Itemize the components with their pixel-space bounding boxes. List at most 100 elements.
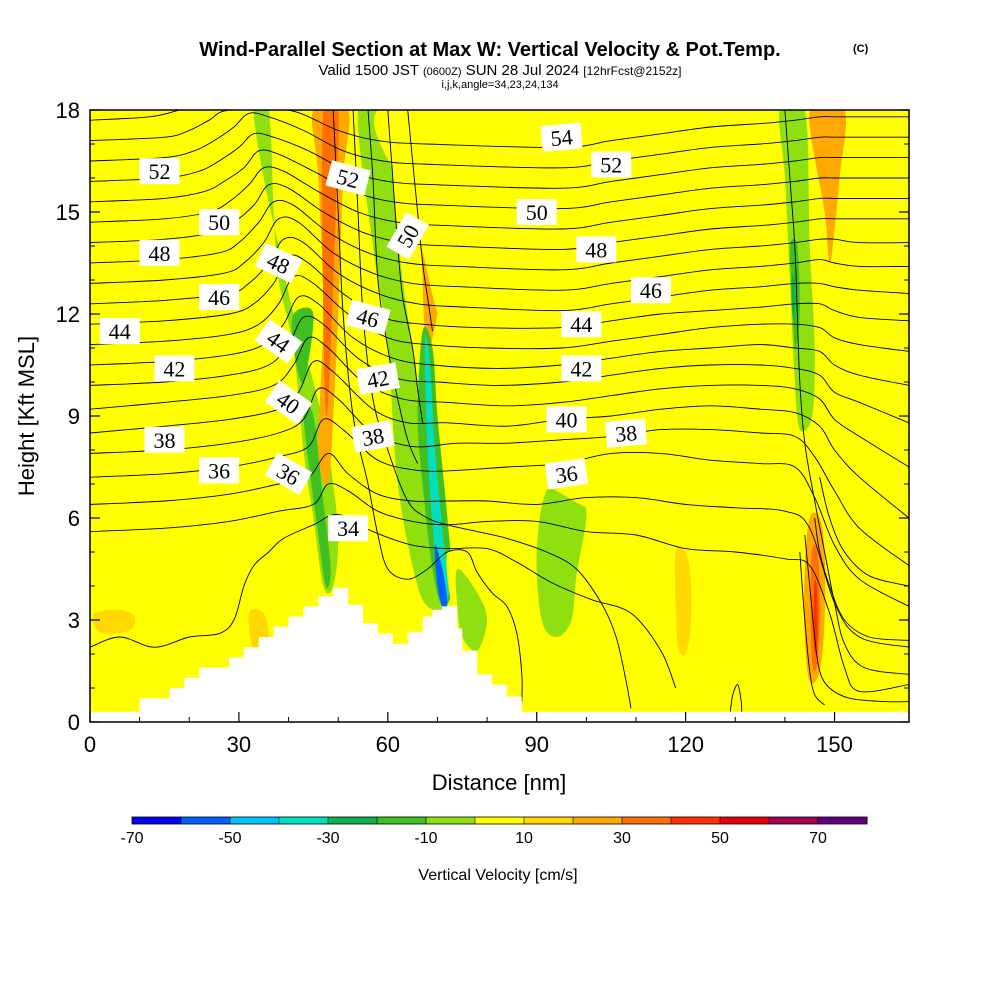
- colorbar-swatch-9: [573, 817, 623, 824]
- contour-label-box: [630, 277, 671, 304]
- contour-label-24: 42: [561, 355, 602, 382]
- contour-label-box: [516, 199, 557, 225]
- velocity-region-31: [809, 110, 847, 264]
- colorbar-swatch-4: [328, 817, 378, 824]
- grid-indices: i,j,k,angle=34,23,24,134: [441, 79, 558, 91]
- copyright-mark: (C): [853, 43, 869, 55]
- velocity-region-10: [357, 110, 443, 613]
- contour-label-3: 46: [199, 284, 240, 310]
- velocity-region-20: [455, 568, 488, 652]
- velocity-region-2: [219, 158, 259, 537]
- x-tick-label-0: 0: [84, 732, 96, 757]
- terrain-mask: [90, 587, 909, 722]
- isentrope-28: [799, 551, 825, 706]
- valid-zulu: (0600Z): [423, 66, 462, 78]
- colorbar-tick-50: 50: [711, 830, 729, 847]
- y-tick-label-9: 9: [68, 404, 80, 429]
- contour-label-box: [386, 211, 429, 260]
- contour-label-25: 40: [546, 406, 587, 433]
- contour-label-22: 46: [630, 277, 671, 304]
- colorbar-swatch-10: [622, 817, 672, 824]
- contour-label-box: [350, 420, 395, 453]
- chart-title: Wind-Parallel Section at Max W: Vertical…: [199, 39, 780, 61]
- forecast-info: [12hrFcst@2152z]: [583, 64, 681, 78]
- contour-label-14: 46: [345, 299, 391, 336]
- isentrope-12: [90, 216, 909, 291]
- contour-label-text: 34: [337, 516, 359, 541]
- velocity-region-19: [446, 550, 538, 669]
- velocity-region-16: [434, 544, 448, 609]
- colorbar-tick-30: 30: [613, 830, 631, 847]
- y-tick-label-18: 18: [56, 98, 80, 123]
- colorbar-swatch-1: [181, 817, 231, 824]
- x-tick-label-150: 150: [816, 732, 853, 757]
- contour-label-5: 42: [154, 355, 195, 382]
- contour-label-12: 34: [328, 515, 369, 542]
- isentrope-6: [90, 336, 909, 468]
- velocity-region-6: [303, 403, 331, 588]
- contour-label-text: 44: [570, 312, 592, 337]
- contour-label-text: 50: [208, 210, 230, 235]
- contour-label-27: 36: [544, 458, 589, 490]
- isentrope-10: [90, 254, 909, 329]
- colorbar-swatch-0: [132, 817, 182, 824]
- colorbar-swatch-12: [720, 817, 770, 824]
- velocity-region-28: [791, 275, 796, 324]
- isentrope-0: [90, 514, 677, 689]
- velocity-region-37: [92, 609, 136, 634]
- contour-label-text: 38: [614, 420, 638, 447]
- contour-label-13: 52: [325, 160, 371, 196]
- contour-label-box: [540, 122, 583, 152]
- contour-label-box: [199, 284, 240, 310]
- isentrope-24: [387, 110, 424, 423]
- x-axis-label: Distance [nm]: [432, 770, 567, 795]
- contour-label-text: 48: [585, 237, 607, 262]
- contour-label-23: 44: [561, 311, 602, 338]
- contour-label-text: 54: [549, 124, 573, 151]
- isentrope-27: [804, 534, 909, 703]
- isentrope-11: [90, 236, 909, 312]
- contour-label-text: 44: [109, 319, 131, 344]
- colorbar-swatch-8: [524, 817, 574, 824]
- x-tick-label-30: 30: [227, 732, 251, 757]
- colorbar-swatch-11: [671, 817, 721, 824]
- contour-label-6: 38: [144, 426, 185, 453]
- contour-label-box: [561, 355, 602, 382]
- isentrope-7: [90, 315, 909, 424]
- colorbar-tick--50: -50: [218, 830, 241, 847]
- contour-label-text: 52: [149, 159, 171, 184]
- x-tick-label-90: 90: [524, 732, 548, 757]
- isentrope-15: [90, 166, 909, 230]
- contour-label-21: 48: [576, 236, 617, 263]
- isentrope-21: [332, 110, 523, 702]
- isentrope-4: [90, 387, 909, 566]
- contour-label-text: 38: [360, 423, 386, 451]
- colorbar-swatch-3: [279, 817, 329, 824]
- colorbar-tick-10: 10: [515, 830, 533, 847]
- isentrope-1: [90, 482, 909, 693]
- isentrope-30: [819, 477, 909, 587]
- contour-label-text: 36: [554, 460, 579, 488]
- contour-label-1: 50: [199, 209, 240, 236]
- contour-label-4: 44: [99, 318, 140, 344]
- colorbar-label: Vertical Velocity [cm/s]: [418, 867, 577, 884]
- contour-label-box: [154, 355, 195, 382]
- contour-label-box: [355, 362, 400, 395]
- isentrope-23: [367, 110, 419, 464]
- contour-label-18: 54: [540, 122, 583, 152]
- contour-label-text: 52: [600, 152, 622, 177]
- velocity-region-3: [90, 531, 140, 586]
- contour-label-0: 52: [139, 158, 180, 185]
- contour-label-text: 42: [570, 356, 592, 381]
- contour-label-26: 38: [605, 418, 648, 448]
- plot-area: 52 50 48 46 44 42 38 36 48 44 40 36 34 52 46 42 38 50 54 52…: [90, 110, 909, 722]
- velocity-region-15: [424, 336, 450, 608]
- contour-label-text: 42: [365, 365, 391, 393]
- contour-label-text: 46: [208, 285, 230, 310]
- contour-label-box: [199, 457, 240, 484]
- contour-label-box: [544, 458, 589, 490]
- velocity-region-38: [704, 601, 756, 718]
- isentrope-13: [90, 199, 909, 271]
